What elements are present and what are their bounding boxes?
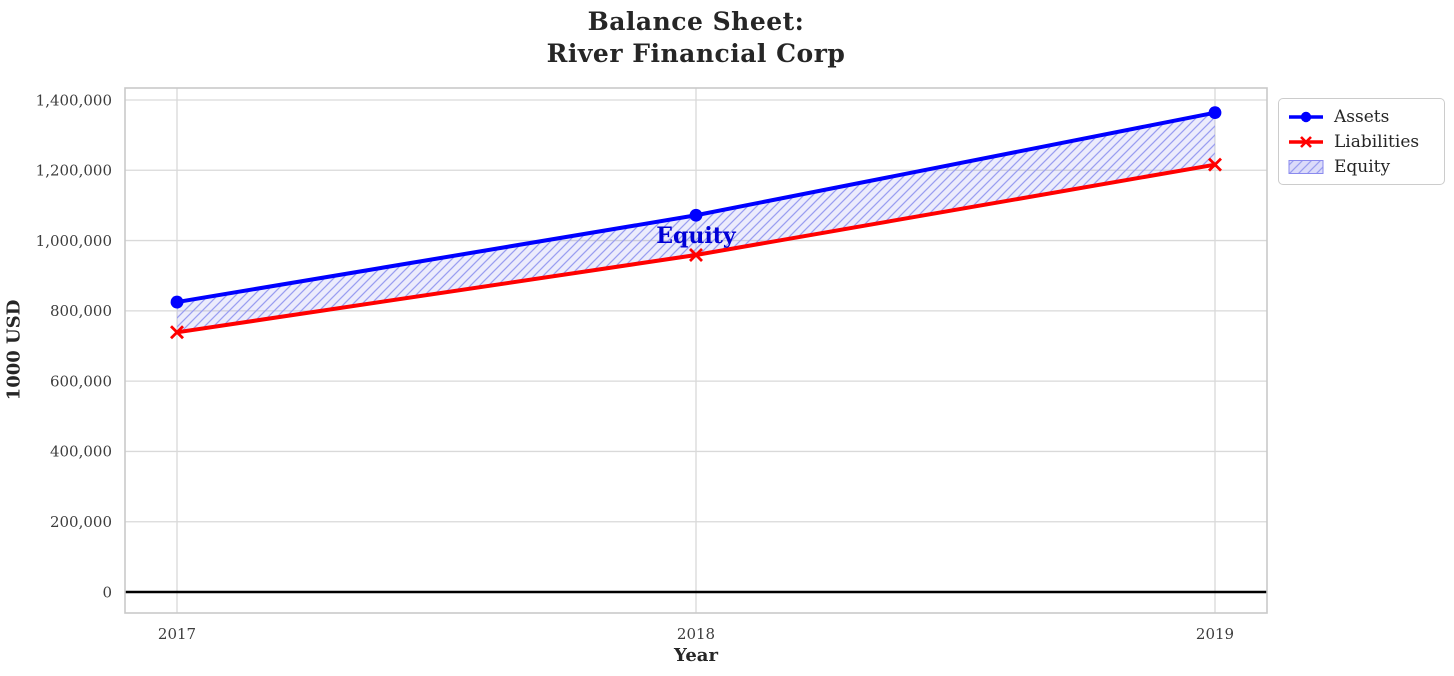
x-axis-label: Year xyxy=(674,645,718,666)
assets-marker xyxy=(1208,106,1222,120)
legend-item-liabilities: Liabilities xyxy=(1287,129,1434,154)
assets-line-icon xyxy=(1289,111,1323,122)
y-tick-label: 0 xyxy=(102,583,112,601)
legend-label-equity: Equity xyxy=(1334,156,1391,177)
liabilities-marker xyxy=(170,325,184,340)
chart-title-line2: River Financial Corp xyxy=(546,39,846,68)
chart-title: Balance Sheet: River Financial Corp xyxy=(125,6,1267,70)
equity-hatch-icon xyxy=(1288,159,1324,174)
assets-marker xyxy=(170,295,184,309)
legend-item-assets: Assets xyxy=(1287,104,1434,129)
plot-border xyxy=(124,87,1268,614)
y-tick-label: 1,000,000 xyxy=(36,232,112,250)
equity-fill-hatch xyxy=(177,112,1215,333)
chart-title-line1: Balance Sheet: xyxy=(587,7,805,36)
y-tick-label: 1,200,000 xyxy=(36,162,112,180)
x-tick-label: 2017 xyxy=(158,625,196,643)
y-tick-label: 1,400,000 xyxy=(36,91,112,109)
x-tick-label: 2019 xyxy=(1196,625,1234,643)
equity-annotation: Equity xyxy=(656,223,737,249)
legend-label-liabilities: Liabilities xyxy=(1334,131,1420,152)
liabilities-marker xyxy=(1208,157,1222,172)
legend-item-equity: Equity xyxy=(1287,154,1434,179)
y-tick-label: 200,000 xyxy=(50,513,112,531)
liabilities-marker xyxy=(689,247,703,262)
y-tick-label: 600,000 xyxy=(50,372,112,390)
y-tick-label: 400,000 xyxy=(50,443,112,461)
liabilities-line-icon xyxy=(1289,135,1323,148)
legend: Assets Liabilities Equity xyxy=(1278,98,1445,185)
legend-label-assets: Assets xyxy=(1334,106,1390,127)
x-tick-label: 2018 xyxy=(677,625,715,643)
assets-marker xyxy=(689,208,703,222)
y-tick-label: 800,000 xyxy=(50,302,112,320)
